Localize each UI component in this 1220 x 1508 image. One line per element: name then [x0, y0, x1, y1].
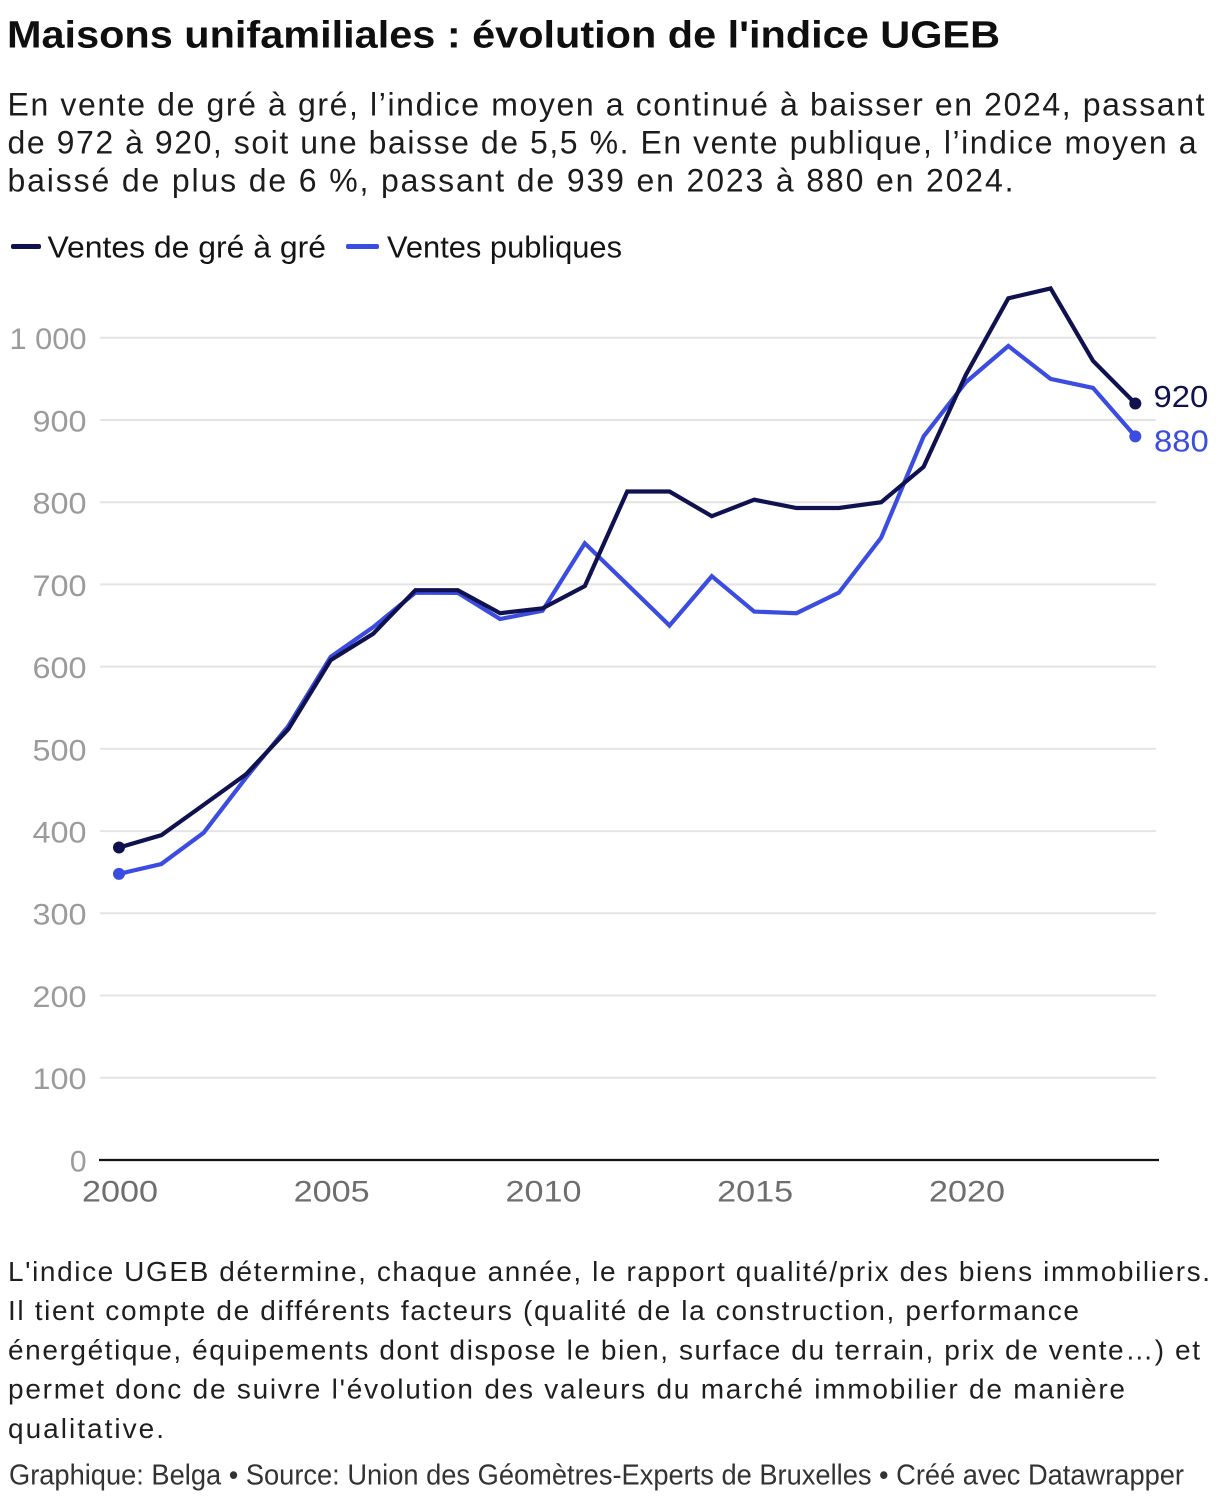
svg-text:Il tient compte de différents: Il tient compte de différents facteurs (…: [8, 1295, 1079, 1326]
svg-text:En vente de gré à gré, l’indic: En vente de gré à gré, l’indice moyen a …: [8, 86, 1205, 122]
svg-text:Ventes de gré à gré: Ventes de gré à gré: [48, 230, 327, 265]
svg-text:400: 400: [33, 817, 87, 850]
svg-text:de 972 à 920, soit une baisse: de 972 à 920, soit une baisse de 5,5 %. …: [8, 124, 1197, 160]
svg-text:2010: 2010: [506, 1176, 582, 1209]
svg-text:Maisons unifamiliales : évolut: Maisons unifamiliales : évolution de l'i…: [7, 15, 1000, 57]
svg-text:baissé de plus de 6 %, passant: baissé de plus de 6 %, passant de 939 en…: [8, 163, 1014, 199]
svg-text:600: 600: [33, 652, 87, 685]
svg-text:0: 0: [70, 1145, 87, 1178]
svg-text:880: 880: [1154, 423, 1209, 458]
svg-text:700: 700: [33, 570, 87, 603]
svg-text:300: 300: [33, 899, 87, 932]
svg-text:900: 900: [33, 405, 87, 438]
svg-text:2015: 2015: [717, 1176, 793, 1209]
svg-text:Graphique: Belga • Source: Uni: Graphique: Belga • Source: Union des Géo…: [9, 1459, 1184, 1491]
svg-text:2020: 2020: [929, 1176, 1005, 1209]
svg-text:2005: 2005: [294, 1176, 370, 1209]
svg-text:920: 920: [1154, 379, 1209, 414]
svg-text:L'indice UGEB détermine, chaqu: L'indice UGEB détermine, chaque année, l…: [8, 1256, 1210, 1287]
svg-text:800: 800: [33, 488, 87, 521]
svg-text:100: 100: [33, 1063, 87, 1096]
svg-text:Ventes publiques: Ventes publiques: [387, 230, 622, 265]
svg-text:permet donc de suivre l'évolut: permet donc de suivre l'évolution des va…: [8, 1374, 1125, 1405]
svg-text:500: 500: [33, 734, 87, 767]
svg-text:2000: 2000: [82, 1176, 158, 1209]
svg-text:énergétique, équipements dont: énergétique, équipements dont dispose le…: [8, 1334, 1200, 1365]
svg-text:qualitative.: qualitative.: [8, 1413, 164, 1444]
svg-text:200: 200: [33, 981, 87, 1014]
svg-text:1 000: 1 000: [10, 323, 87, 356]
